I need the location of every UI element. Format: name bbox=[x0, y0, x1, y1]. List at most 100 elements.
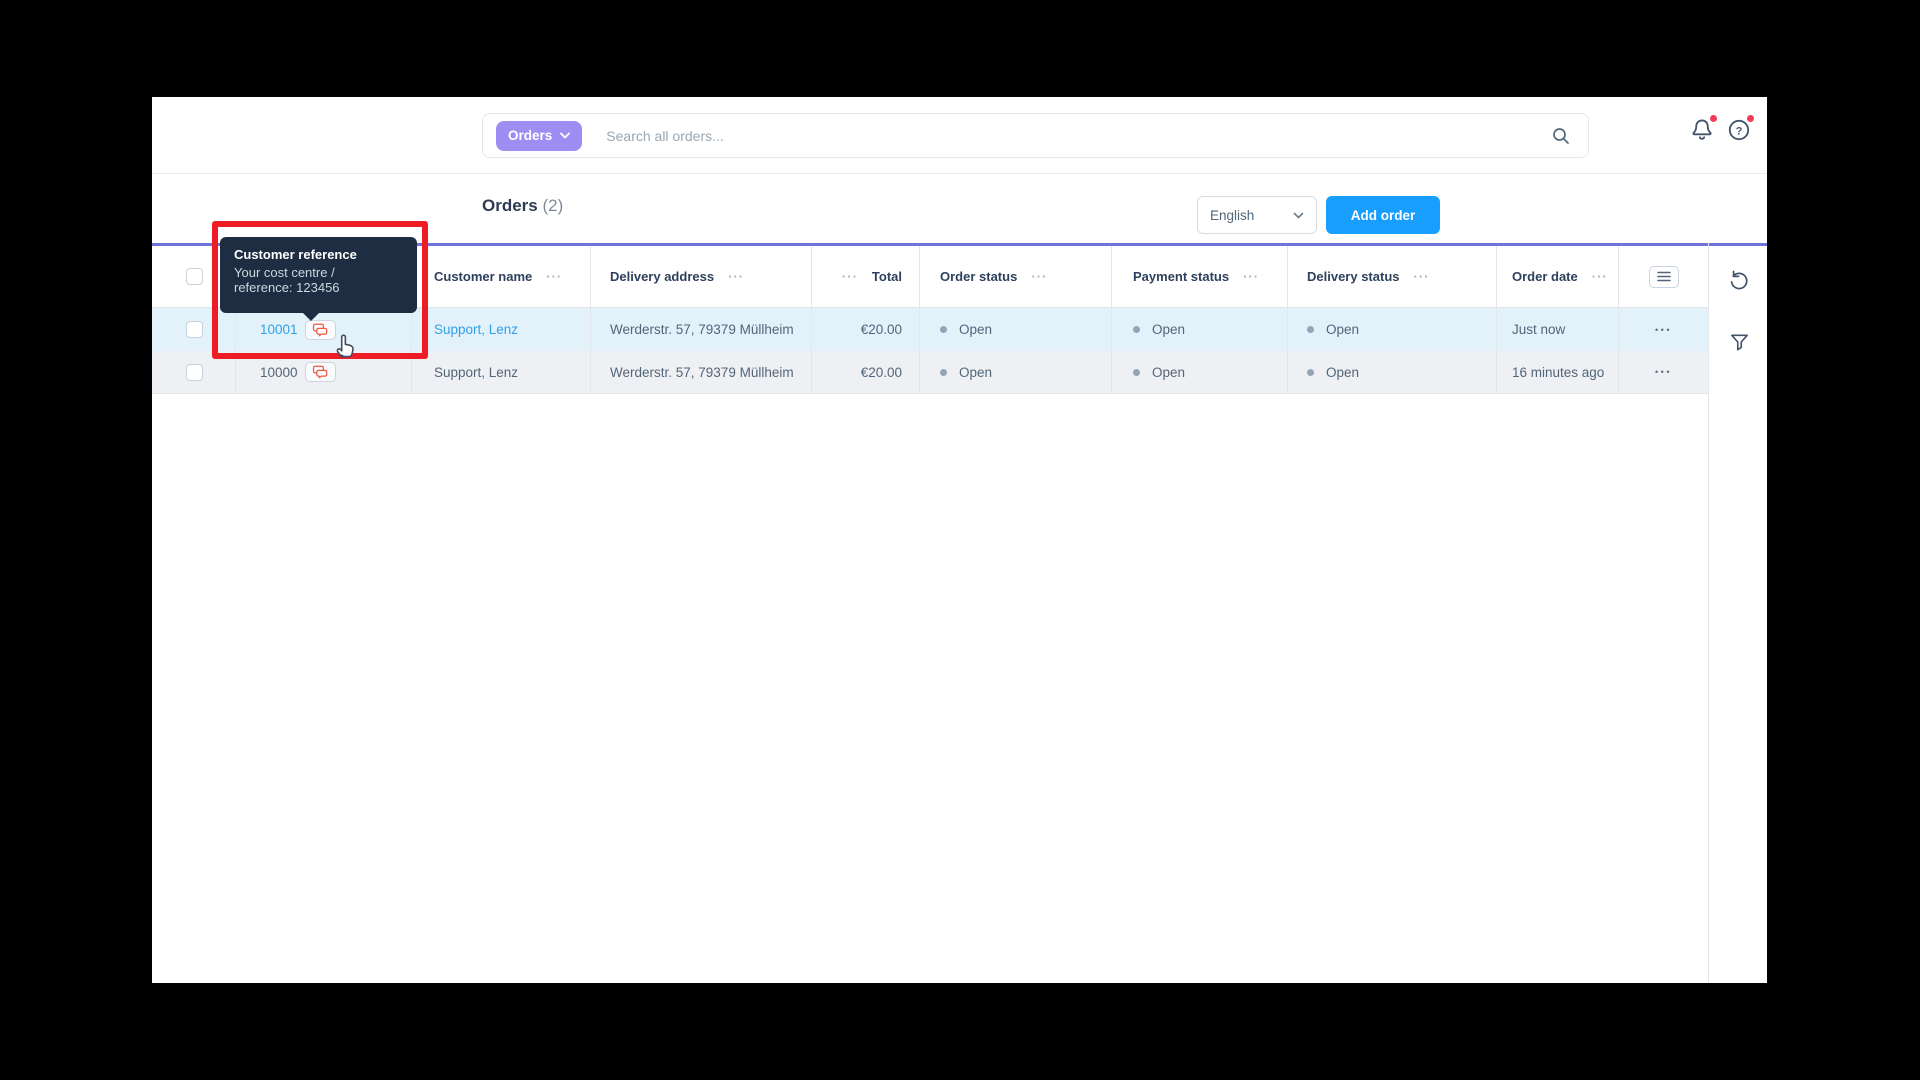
search-input[interactable]: Search all orders... bbox=[606, 127, 724, 144]
help-icon: ? bbox=[1728, 119, 1750, 141]
language-select-value: English bbox=[1210, 207, 1255, 223]
status-label: Open bbox=[1326, 364, 1360, 380]
row-context-menu-button[interactable]: ••• bbox=[1655, 324, 1672, 335]
status-dot-icon bbox=[940, 326, 947, 333]
list-icon bbox=[1656, 271, 1671, 282]
filter-icon bbox=[1730, 334, 1748, 351]
row-cell-total: €20.00 bbox=[812, 351, 920, 393]
add-order-button[interactable]: Add order bbox=[1326, 196, 1440, 234]
status-dot-icon bbox=[1133, 326, 1140, 333]
row-cell-address: Werderstr. 57, 79379 Müllheim bbox=[591, 351, 812, 393]
header-cell-order-date[interactable]: Order date ··· bbox=[1497, 246, 1619, 307]
page-title-text: Orders bbox=[482, 196, 538, 215]
row-context-menu-button[interactable]: ••• bbox=[1655, 367, 1672, 377]
grid-accent-line bbox=[152, 243, 1767, 246]
column-menu-icon[interactable]: ··· bbox=[841, 269, 858, 284]
search-scope-label: Orders bbox=[508, 128, 553, 143]
header-cell-total[interactable]: ··· Total bbox=[812, 246, 920, 307]
column-menu-icon[interactable]: ··· bbox=[1031, 269, 1048, 284]
page-title: Orders (2) bbox=[482, 196, 563, 216]
header-label: Total bbox=[871, 269, 902, 284]
mouse-cursor-icon bbox=[332, 331, 359, 366]
bell-icon bbox=[1692, 119, 1712, 140]
customer-reference-tooltip: Customer reference Your cost centre / re… bbox=[220, 237, 417, 321]
tooltip-title: Customer reference bbox=[234, 247, 357, 262]
tooltip-body-line1: Your cost centre / bbox=[234, 265, 335, 280]
header-label: Delivery status bbox=[1307, 269, 1400, 284]
notifications-button[interactable] bbox=[1688, 114, 1718, 145]
select-all-checkbox[interactable] bbox=[186, 268, 203, 285]
row-cell-order-date: 16 minutes ago bbox=[1497, 351, 1619, 393]
chat-bubbles-icon bbox=[312, 323, 327, 336]
status-label: Open bbox=[1326, 322, 1360, 337]
order-number-link[interactable]: 10001 bbox=[260, 322, 298, 337]
table-row[interactable]: 10000 Support, Lenz Werderstr. 57, 79379… bbox=[152, 351, 1708, 394]
column-menu-icon[interactable]: ··· bbox=[1243, 269, 1260, 284]
language-select[interactable]: English bbox=[1197, 196, 1317, 234]
header-label: Order date bbox=[1512, 269, 1578, 284]
filter-button[interactable] bbox=[1726, 331, 1752, 357]
customer-reference-button[interactable] bbox=[304, 319, 336, 340]
column-settings-button[interactable] bbox=[1648, 265, 1679, 288]
search-scope-dropdown[interactable]: Orders bbox=[496, 120, 583, 151]
search-icon[interactable] bbox=[1552, 127, 1570, 145]
topbar: Orders Search all orders... ? bbox=[152, 97, 1767, 174]
global-search[interactable]: Orders Search all orders... bbox=[482, 113, 1589, 158]
svg-text:?: ? bbox=[1736, 125, 1743, 137]
order-number-link[interactable]: 10000 bbox=[260, 364, 298, 380]
chat-bubbles-icon bbox=[312, 365, 327, 379]
help-badge bbox=[1746, 114, 1755, 123]
refresh-icon bbox=[1730, 270, 1748, 290]
row-cell-order-date: Just now bbox=[1497, 308, 1619, 351]
row-cell-order-status: Open bbox=[920, 308, 1112, 351]
table-row[interactable]: 10001 Support, Lenz Werderstr. 57, 79379… bbox=[152, 308, 1708, 351]
row-cell-select bbox=[152, 308, 236, 351]
row-checkbox[interactable] bbox=[186, 321, 203, 338]
status-label: Open bbox=[959, 322, 993, 337]
row-cell-order-status: Open bbox=[920, 351, 1112, 393]
customer-link[interactable]: Support, Lenz bbox=[434, 322, 519, 337]
row-cell-delivery-status: Open bbox=[1288, 308, 1497, 351]
page-header: Orders (2) English Add order bbox=[152, 174, 1767, 243]
column-menu-icon[interactable]: ··· bbox=[546, 269, 563, 284]
header-cell-address[interactable]: Delivery address ··· bbox=[591, 246, 812, 307]
admin-window: Orders Search all orders... ? Orders (2)… bbox=[152, 97, 1767, 983]
status-label: Open bbox=[959, 364, 993, 380]
row-cell-menu: ••• bbox=[1619, 351, 1708, 393]
column-menu-icon[interactable]: ··· bbox=[728, 269, 745, 284]
row-checkbox[interactable] bbox=[186, 363, 203, 381]
customer-link[interactable]: Support, Lenz bbox=[434, 364, 519, 380]
status-dot-icon bbox=[940, 368, 947, 376]
header-label: Customer name bbox=[434, 269, 533, 284]
row-cell-select bbox=[152, 351, 236, 393]
row-cell-address: Werderstr. 57, 79379 Müllheim bbox=[591, 308, 812, 351]
column-menu-icon[interactable]: ··· bbox=[1591, 269, 1608, 284]
header-label: Payment status bbox=[1133, 269, 1230, 284]
chevron-down-icon bbox=[560, 132, 571, 139]
header-cell-customer[interactable]: Customer name ··· bbox=[412, 246, 591, 307]
notification-badge bbox=[1709, 114, 1718, 123]
tooltip-body-line2: reference: 123456 bbox=[234, 279, 340, 295]
header-cell-order-status[interactable]: Order status ··· bbox=[920, 246, 1112, 307]
grid-rail-divider bbox=[1708, 243, 1709, 983]
column-menu-icon[interactable]: ··· bbox=[1413, 269, 1430, 284]
header-cell-payment-status[interactable]: Payment status ··· bbox=[1112, 246, 1288, 307]
row-cell-menu: ••• bbox=[1619, 308, 1708, 351]
row-cell-customer: Support, Lenz bbox=[412, 308, 591, 351]
status-dot-icon bbox=[1133, 368, 1140, 376]
header-cell-delivery-status[interactable]: Delivery status ··· bbox=[1288, 246, 1497, 307]
header-cell-settings bbox=[1619, 246, 1708, 307]
row-cell-payment-status: Open bbox=[1112, 351, 1288, 393]
customer-reference-button[interactable] bbox=[304, 362, 336, 382]
refresh-button[interactable] bbox=[1726, 268, 1752, 294]
status-label: Open bbox=[1152, 322, 1186, 337]
row-cell-payment-status: Open bbox=[1112, 308, 1288, 351]
row-cell-total: €20.00 bbox=[812, 308, 920, 351]
header-label: Order status bbox=[940, 269, 1018, 284]
help-button[interactable]: ? bbox=[1725, 114, 1755, 145]
status-dot-icon bbox=[1307, 368, 1314, 376]
row-cell-delivery-status: Open bbox=[1288, 351, 1497, 393]
header-label: Delivery address bbox=[610, 269, 715, 284]
row-cell-order-number: 10001 bbox=[236, 308, 412, 351]
row-cell-order-number: 10000 bbox=[236, 351, 412, 393]
